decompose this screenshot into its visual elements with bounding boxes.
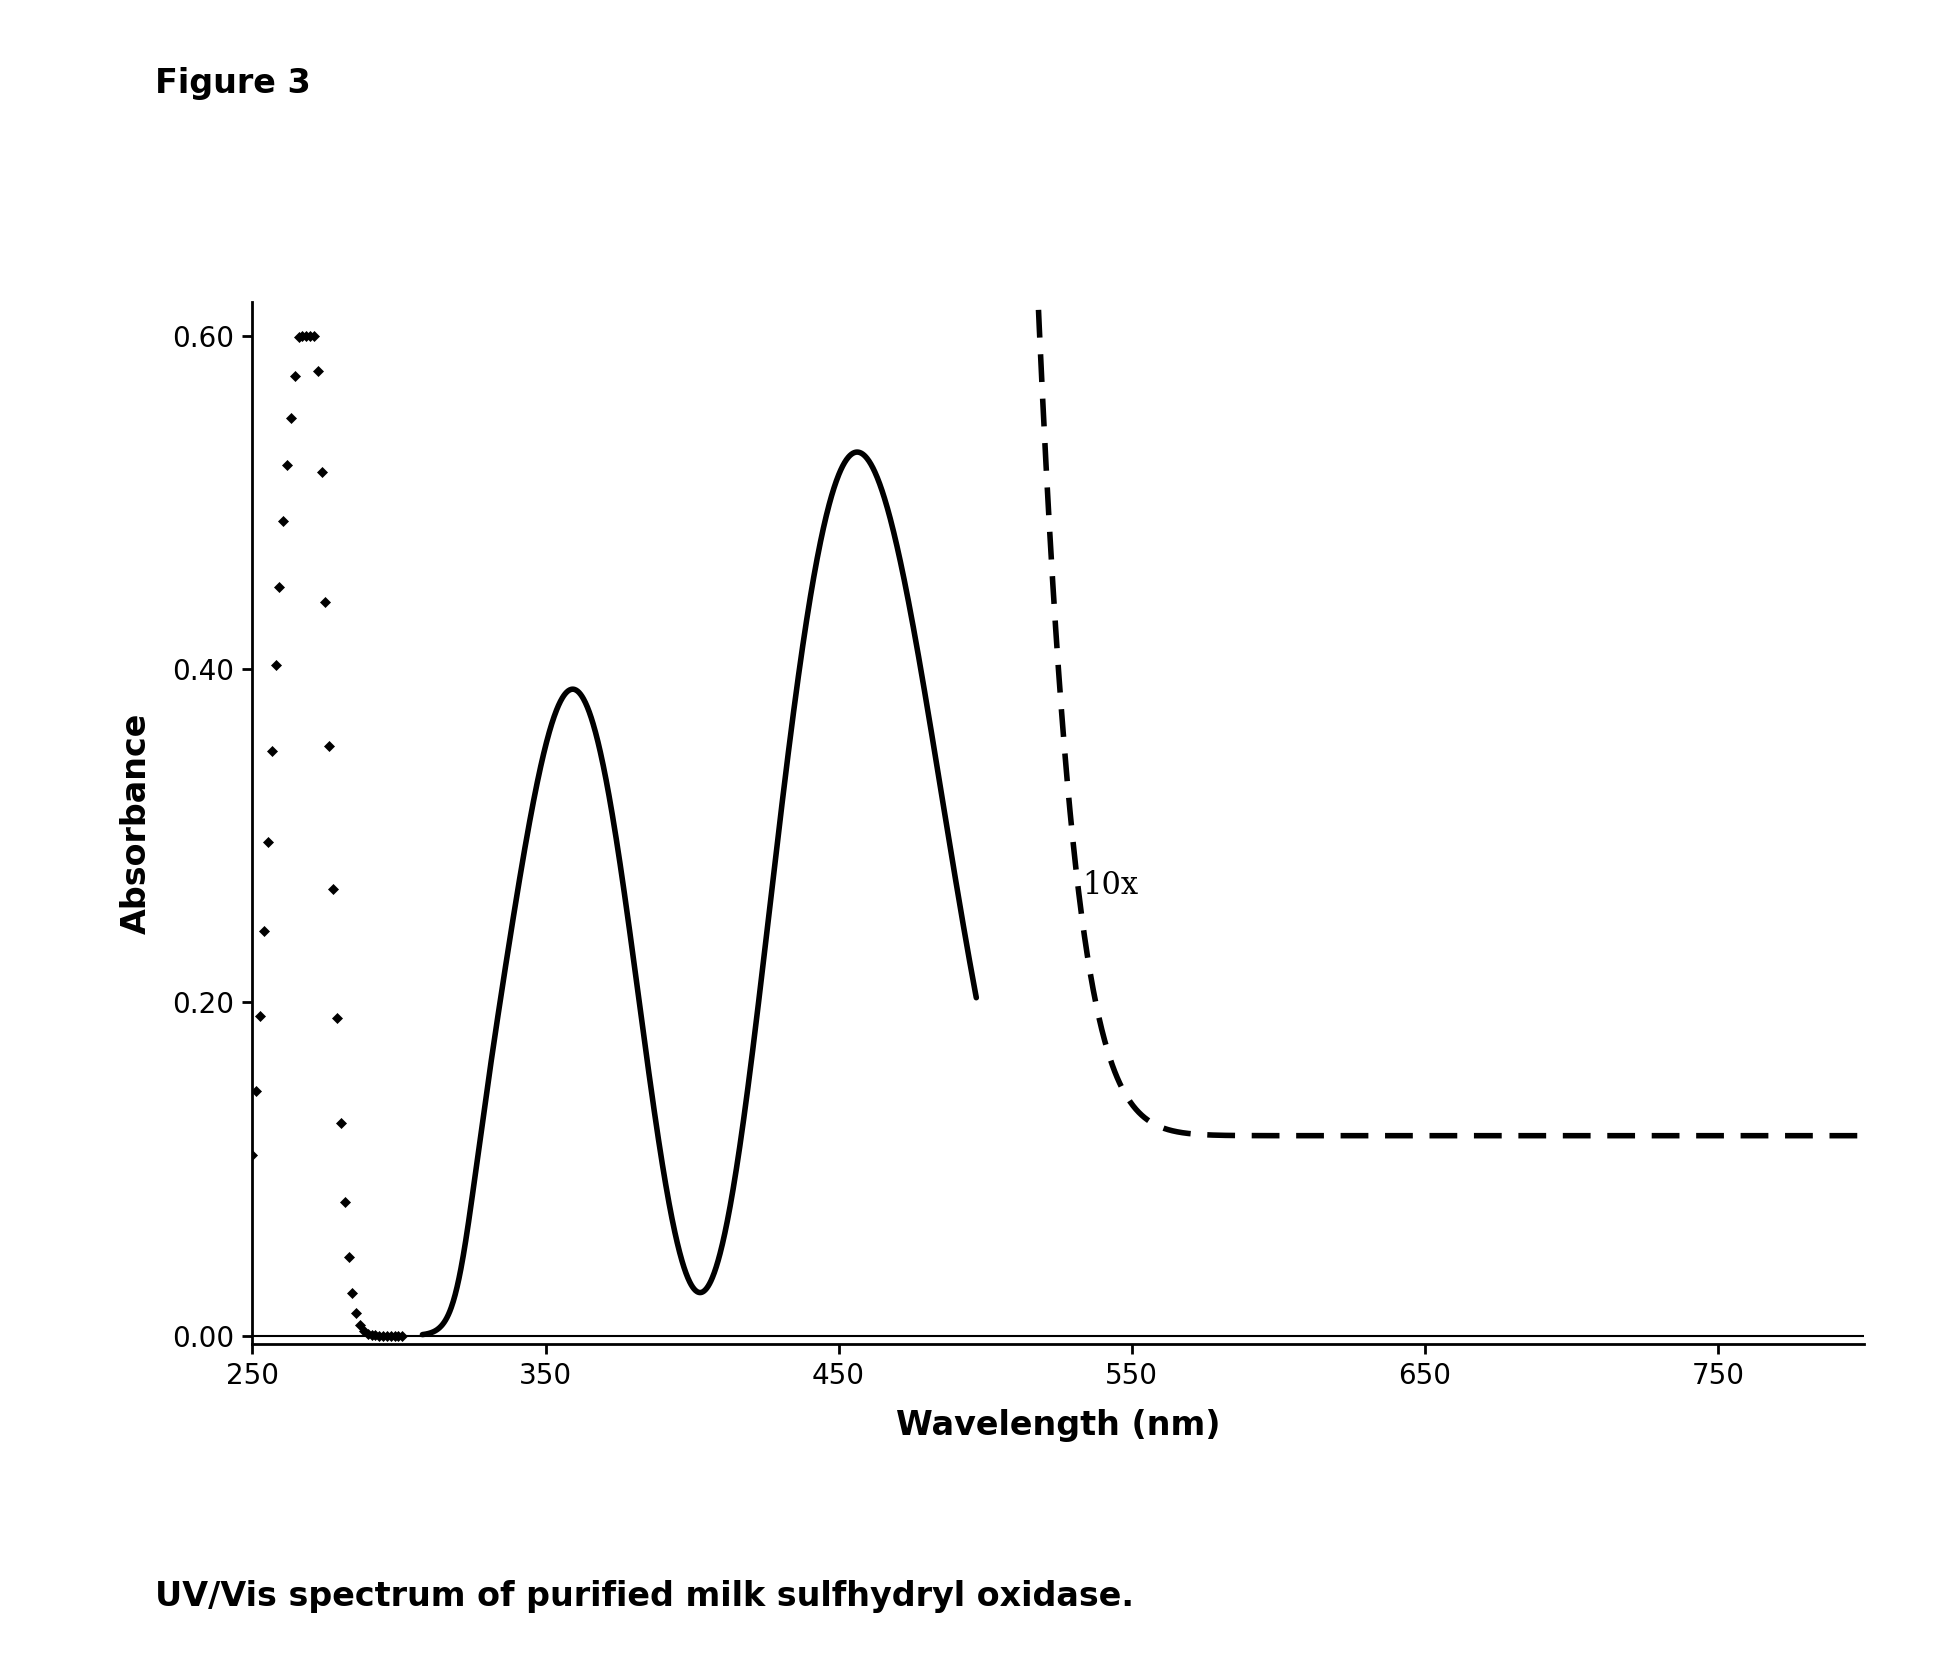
Text: Figure 3: Figure 3 <box>155 67 311 101</box>
Y-axis label: Absorbance: Absorbance <box>120 712 153 934</box>
Text: UV/Vis spectrum of purified milk sulfhydryl oxidase.: UV/Vis spectrum of purified milk sulfhyd… <box>155 1579 1134 1613</box>
Text: 10x: 10x <box>1082 870 1138 900</box>
X-axis label: Wavelength (nm): Wavelength (nm) <box>895 1410 1222 1443</box>
